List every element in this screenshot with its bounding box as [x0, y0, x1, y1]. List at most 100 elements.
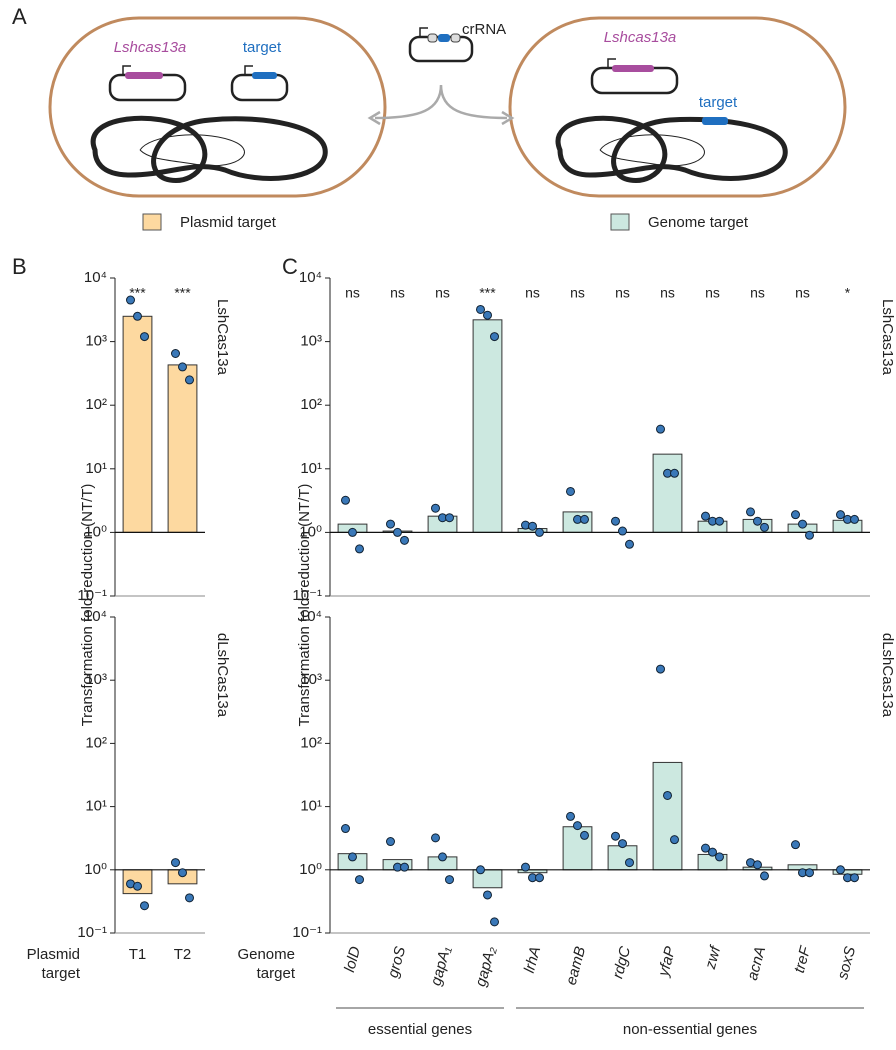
legend-swatch	[610, 213, 630, 231]
gene	[125, 72, 163, 79]
data-point	[393, 527, 402, 537]
data-point	[355, 875, 364, 885]
x-tick-label: gapA₂	[472, 944, 499, 988]
x-tick-label: T1	[129, 946, 147, 963]
y-tick-label: 10²	[300, 396, 322, 413]
y-tick-label: 10⁴	[84, 608, 107, 625]
data-point	[566, 811, 575, 821]
gene-label: Lshcas13a	[604, 29, 677, 46]
y-axis-label: Transformation fold-reduction (NT/T)	[79, 484, 96, 727]
panel-letter: B	[12, 254, 27, 279]
x-axis-label: Genome target	[237, 946, 295, 982]
data-point	[341, 495, 350, 505]
y-tick-label: 10⁰	[84, 523, 107, 540]
bar	[472, 319, 503, 533]
legend-swatch	[142, 213, 162, 231]
y-tick-label: 10⁻¹	[77, 587, 107, 604]
data-point	[133, 311, 142, 321]
target-label: target	[243, 39, 282, 56]
repeat	[450, 33, 461, 43]
crrna-label: crRNA	[462, 21, 506, 38]
group-label: essential genes	[368, 1021, 472, 1038]
significance: ns	[660, 285, 675, 301]
data-point	[753, 860, 762, 870]
chromosome	[90, 115, 328, 183]
promoter	[122, 65, 131, 75]
bar	[652, 761, 683, 871]
chromosome	[599, 134, 705, 167]
data-point	[348, 527, 357, 537]
gene	[612, 65, 654, 72]
arrowhead	[367, 110, 515, 126]
y-axis-label: Transformation fold-reduction (NT/T)	[296, 484, 313, 727]
y-tick-label: 10⁴	[84, 269, 107, 286]
x-tick-label: acnA	[744, 945, 769, 982]
significance: ns	[435, 285, 450, 301]
legend-label: Genome target	[648, 214, 749, 231]
chromosome	[139, 134, 245, 167]
x-tick-label: gapA₁	[427, 944, 454, 987]
promoter	[244, 65, 253, 75]
panel-title: LshCas13a	[879, 299, 896, 376]
data-point	[836, 510, 845, 520]
data-point	[715, 852, 724, 862]
data-point	[185, 893, 194, 903]
panel-title: dLshCas13a	[879, 633, 896, 718]
data-point	[178, 362, 187, 372]
data-point	[566, 486, 575, 496]
target-label: target	[699, 94, 738, 111]
y-tick-label: 10¹	[85, 798, 107, 815]
data-point	[850, 873, 859, 883]
data-point	[701, 843, 710, 853]
data-point	[431, 833, 440, 843]
data-point	[791, 840, 800, 850]
data-point	[386, 519, 395, 529]
data-point	[836, 865, 845, 875]
data-point	[490, 917, 499, 927]
data-point	[625, 539, 634, 549]
target-site	[252, 72, 277, 79]
data-point	[438, 852, 447, 862]
data-point	[535, 873, 544, 883]
repeat	[427, 33, 438, 43]
x-tick-label: groS	[385, 945, 410, 980]
data-point	[178, 868, 187, 878]
data-point	[140, 901, 149, 911]
data-point	[611, 831, 620, 841]
x-tick-label: lrhA	[521, 945, 544, 975]
panel-title: dLshCas13a	[214, 633, 231, 718]
bar	[607, 845, 638, 871]
y-tick-label: 10⁻¹	[292, 924, 322, 941]
data-point	[760, 522, 769, 532]
data-point	[805, 868, 814, 878]
panel-title: LshCas13a	[214, 299, 231, 376]
data-point	[805, 530, 814, 540]
data-point	[618, 526, 627, 536]
significance: ***	[479, 285, 496, 301]
y-tick-label: 10³	[300, 333, 322, 350]
data-point	[656, 664, 665, 674]
significance: ns	[750, 285, 765, 301]
data-point	[580, 830, 589, 840]
significance: ***	[174, 285, 191, 301]
data-point	[753, 516, 762, 526]
significance: ns	[390, 285, 405, 301]
data-point	[431, 503, 440, 513]
bar	[167, 364, 198, 533]
y-tick-label: 10⁻¹	[77, 924, 107, 941]
x-axis-label: Plasmid target	[26, 946, 80, 982]
x-tick-label: eamB	[563, 945, 590, 987]
data-point	[341, 824, 350, 834]
arrow	[374, 84, 508, 120]
data-point	[618, 839, 627, 849]
y-tick-label: 10²	[85, 396, 107, 413]
data-point	[521, 862, 530, 872]
data-point	[656, 424, 665, 434]
x-tick-label: rdgC	[609, 945, 634, 981]
cell	[508, 16, 847, 198]
data-point	[760, 871, 769, 881]
data-point	[715, 516, 724, 526]
data-point	[185, 375, 194, 385]
data-point	[670, 468, 679, 478]
y-tick-label: 10⁻¹	[292, 587, 322, 604]
